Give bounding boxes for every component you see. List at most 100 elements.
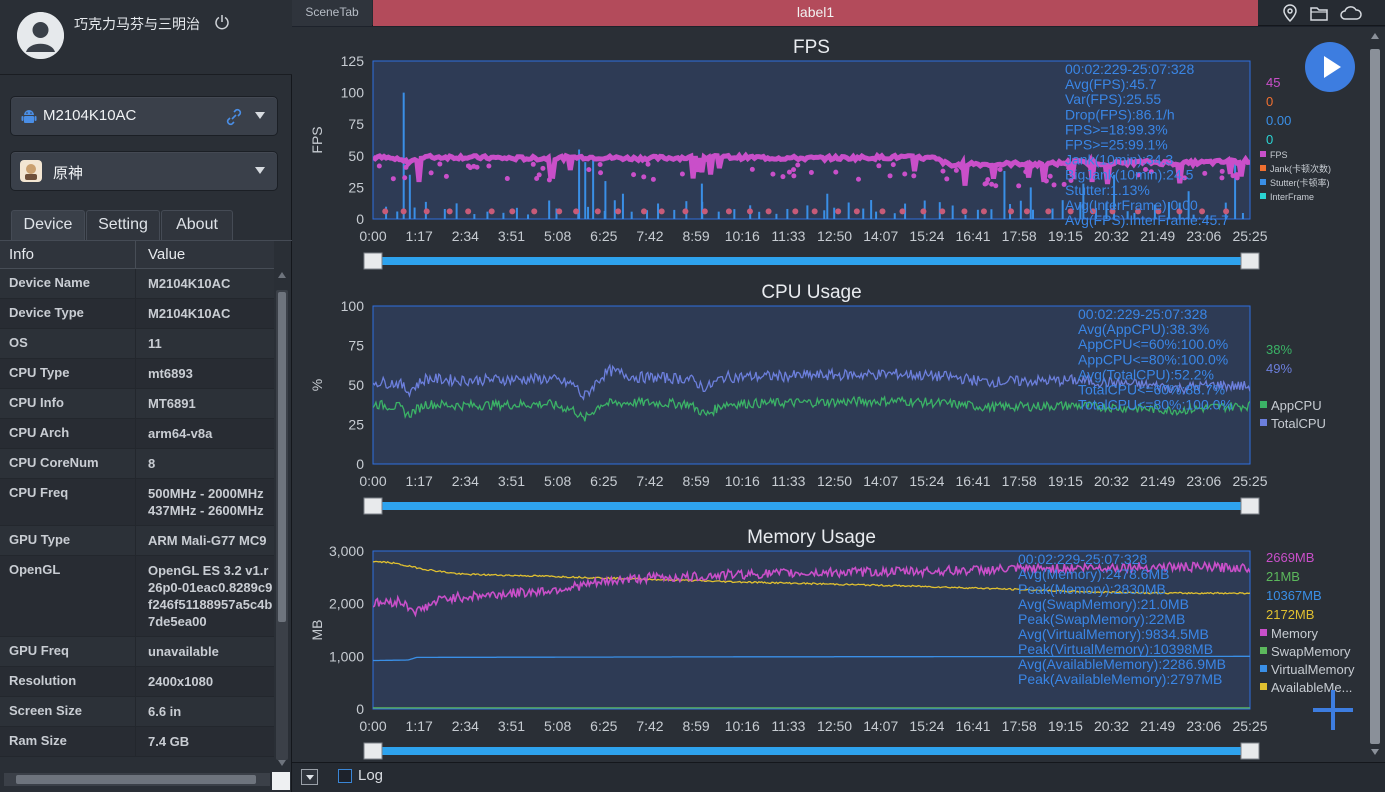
table-row[interactable]: Resolution 2400x1080 <box>0 667 274 697</box>
collapse-button[interactable] <box>301 769 318 785</box>
info-scrollbar[interactable] <box>276 290 288 760</box>
folder-icon[interactable] <box>1309 3 1329 23</box>
chart-title: Memory Usage <box>747 527 876 548</box>
table-row[interactable]: Device Type M2104K10AC <box>0 299 274 329</box>
fps-drop-point <box>944 176 950 182</box>
table-body: Device Name M2104K10AC Device Type M2104K10… <box>0 269 274 757</box>
scroll-down-icon[interactable] <box>1371 749 1379 755</box>
x-tick-label: 1:17 <box>406 718 433 734</box>
x-tick-label: 5:08 <box>544 228 571 244</box>
jank-point <box>765 208 772 215</box>
scene-label[interactable]: label1 <box>373 0 1258 26</box>
power-icon[interactable] <box>214 14 230 30</box>
fps-drop-point <box>1051 182 1057 188</box>
fps-drop-point <box>808 169 814 175</box>
fps-drop-point <box>504 176 510 182</box>
app-select[interactable]: 原神 <box>10 151 278 191</box>
x-tick-label: 3:51 <box>498 228 525 244</box>
table-row[interactable]: Ram Size 7.4 GB <box>0 727 274 757</box>
x-tick-label: 19:15 <box>1048 228 1083 244</box>
scroll-up-icon[interactable] <box>1371 33 1379 39</box>
range-slider-handle-right <box>1240 252 1260 270</box>
plot-area <box>372 305 1251 465</box>
info-value-cell: 6.6 in <box>148 704 182 719</box>
info-hscrollbar[interactable] <box>4 773 270 786</box>
fps-drop-point <box>1143 166 1149 172</box>
x-tick-label: 21:49 <box>1140 718 1175 734</box>
charts-scrollbar[interactable] <box>1365 27 1385 762</box>
avatar[interactable] <box>17 12 64 59</box>
table-row[interactable]: CPU Info MT6891 <box>0 389 274 419</box>
y-tick-label: 75 <box>348 338 364 354</box>
table-row[interactable]: GPU Freq unavailable <box>0 637 274 667</box>
scroll-up-icon[interactable] <box>278 272 286 278</box>
table-row[interactable]: OpenGL OpenGL ES 3.2 v1.r26p0-01eac0.8289… <box>0 556 274 637</box>
range-slider-track <box>381 502 1242 510</box>
device-select-label: M2104K10AC <box>43 107 137 124</box>
scrollbar-thumb[interactable] <box>1370 49 1380 744</box>
column-header-value[interactable]: Value <box>148 246 186 263</box>
scrollbar-thumb[interactable] <box>278 292 286 622</box>
info-key-cell: Resolution <box>0 667 136 696</box>
x-tick-label: 14:07 <box>863 473 898 489</box>
series-line-0 <box>373 560 1250 618</box>
table-row[interactable]: GPU Type ARM Mali-G77 MC9 <box>0 526 274 556</box>
fps-drop-point <box>791 167 797 173</box>
stat-line: FPS>=18:99.3% <box>1065 121 1168 137</box>
table-row[interactable]: CPU Type mt6893 <box>0 359 274 389</box>
fps-drop-point <box>428 170 434 176</box>
fps-drop-point <box>1047 173 1053 179</box>
info-value-cell: 11 <box>148 336 162 351</box>
log-checkbox[interactable] <box>338 769 352 783</box>
x-tick-label: 14:07 <box>863 228 898 244</box>
link-icon[interactable] <box>225 108 243 126</box>
stat-line: 00:02:229-25:07:328 <box>1018 551 1147 567</box>
jank-point <box>746 208 753 215</box>
x-tick-label: 16:41 <box>956 473 991 489</box>
x-tick-label: 3:51 <box>498 718 525 734</box>
table-row[interactable]: CPU CoreNum 8 <box>0 449 274 479</box>
jank-point <box>835 208 842 215</box>
fps-drop-point <box>631 172 637 178</box>
scene-tab[interactable]: SceneTab <box>292 0 372 26</box>
jank-point <box>1089 208 1096 215</box>
hscrollbar-thumb[interactable] <box>16 775 256 784</box>
cloud-icon[interactable] <box>1339 3 1363 23</box>
jank-point <box>1199 208 1206 215</box>
current-value: 10367MB <box>1266 588 1322 603</box>
table-row[interactable]: CPU Freq 500MHz - 2000MHz 437MHz - 2600MH… <box>0 479 274 526</box>
x-tick-label: 25:25 <box>1232 473 1267 489</box>
x-tick-label: 10:16 <box>725 473 760 489</box>
jank-point <box>615 208 622 215</box>
table-row[interactable]: CPU Arch arm64-v8a <box>0 419 274 449</box>
fps-drop-point <box>534 176 540 182</box>
range-slider-handle-right <box>1240 497 1260 515</box>
fps-drop-point <box>679 171 685 177</box>
tab-device[interactable]: Device <box>11 210 85 240</box>
fps-drop-point <box>641 174 647 180</box>
x-tick-label: 8:59 <box>682 718 709 734</box>
column-header-info[interactable]: Info <box>0 241 136 268</box>
add-icon[interactable] <box>1311 688 1355 732</box>
info-value-cell: MT6891 <box>148 396 196 411</box>
x-tick-label: 23:06 <box>1186 473 1221 489</box>
scroll-down-icon[interactable] <box>278 760 286 766</box>
play-button[interactable] <box>1305 42 1355 92</box>
x-tick-label: 15:24 <box>909 473 944 489</box>
table-row[interactable]: Screen Size 6.6 in <box>0 697 274 727</box>
jank-point <box>594 208 601 215</box>
table-row[interactable]: OS 11 <box>0 329 274 359</box>
charts-canvas: FPS 125 100 75 50 25 0 FPS 0:00 1:17 2:34 3:51 5:08 6… <box>309 37 1355 760</box>
series-line-1 <box>373 363 1250 401</box>
x-tick-label: 2:34 <box>452 473 479 489</box>
tab-setting[interactable]: Setting <box>86 210 160 240</box>
info-key-cell: CPU Type <box>0 359 136 388</box>
tab-about[interactable]: About <box>161 210 233 240</box>
location-icon[interactable] <box>1280 3 1300 23</box>
range-slider-handle-left <box>363 252 383 270</box>
current-value: 0 <box>1266 132 1273 147</box>
current-value: 38% <box>1266 342 1292 357</box>
device-select[interactable]: M2104K10AC <box>10 96 278 136</box>
table-row[interactable]: Device Name M2104K10AC <box>0 269 274 299</box>
